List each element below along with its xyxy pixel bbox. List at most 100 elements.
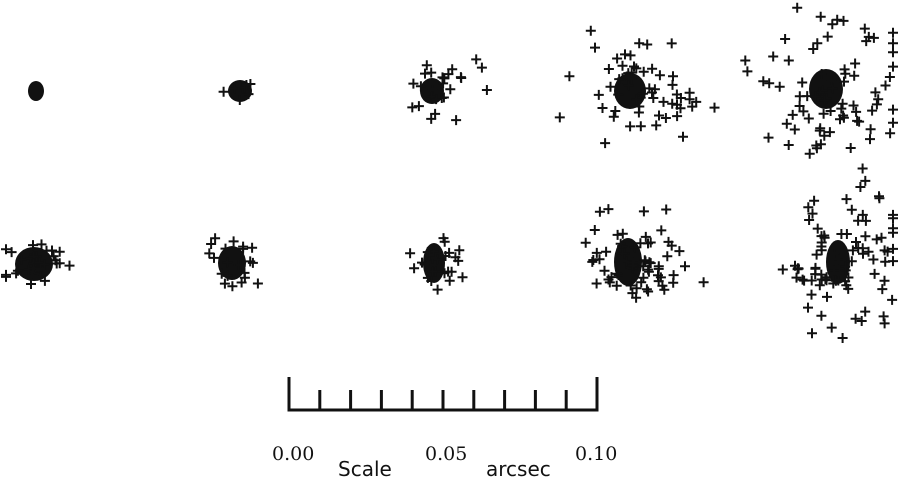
ray-point-marker xyxy=(869,268,880,279)
ray-point-marker xyxy=(451,115,462,126)
ray-point-marker xyxy=(845,143,856,153)
ray-point-marker xyxy=(656,225,667,236)
ray-point-marker xyxy=(481,85,492,95)
ray-point-marker xyxy=(623,80,634,91)
ray-point-marker xyxy=(642,39,653,50)
spot-pattern xyxy=(554,25,720,149)
ray-point-marker xyxy=(827,19,838,30)
ray-point-marker xyxy=(774,81,785,92)
ray-point-marker xyxy=(803,302,813,313)
ray-point-marker xyxy=(789,124,800,135)
ray-point-marker xyxy=(811,249,822,260)
ray-point-marker xyxy=(247,242,258,253)
ray-point-marker xyxy=(430,108,441,119)
ray-point-marker xyxy=(54,246,65,257)
ray-point-marker xyxy=(659,284,670,295)
ray-point-marker xyxy=(868,254,879,265)
ray-point-marker xyxy=(865,134,875,145)
ray-point-marker xyxy=(235,260,246,270)
ray-point-marker xyxy=(680,261,690,272)
ray-point-marker xyxy=(868,32,879,43)
ray-point-marker xyxy=(811,140,822,151)
ray-point-marker xyxy=(856,316,867,326)
ray-point-marker xyxy=(640,231,651,242)
ray-point-marker xyxy=(243,89,254,100)
ray-point-marker xyxy=(415,81,426,92)
ray-point-marker xyxy=(836,103,847,114)
ray-point-marker xyxy=(803,202,814,213)
ray-point-marker xyxy=(444,275,455,286)
ray-point-marker xyxy=(409,263,420,274)
ray-point-marker xyxy=(631,292,642,303)
ray-point-marker xyxy=(740,55,751,66)
ray-point-marker xyxy=(851,237,861,247)
ray-point-marker xyxy=(654,110,664,121)
ray-point-marker xyxy=(841,194,852,205)
ray-point-marker xyxy=(436,93,447,103)
ray-point-marker xyxy=(218,86,229,97)
ray-point-marker xyxy=(613,89,624,100)
ray-point-marker xyxy=(631,94,642,105)
ray-point-marker xyxy=(848,100,859,111)
ray-point-marker xyxy=(34,257,45,268)
ray-point-marker xyxy=(634,38,645,49)
ray-point-marker xyxy=(850,313,861,324)
ray-point-marker xyxy=(822,31,833,42)
scale-bar-line xyxy=(287,377,599,412)
spot-diagram-grid xyxy=(1,2,898,343)
ray-point-marker xyxy=(661,204,672,215)
ray-point-marker xyxy=(804,148,815,159)
ray-point-marker xyxy=(239,267,250,278)
ray-point-marker xyxy=(600,138,611,149)
ray-point-marker xyxy=(1,244,11,255)
ray-point-marker xyxy=(219,278,230,289)
ray-point-marker xyxy=(850,58,861,69)
ray-point-marker xyxy=(888,117,898,128)
ray-point-marker xyxy=(783,140,794,150)
ray-point-marker xyxy=(860,306,871,317)
ray-point-marker xyxy=(660,113,671,123)
ray-point-marker xyxy=(241,80,252,90)
ray-point-marker xyxy=(606,272,617,283)
ray-point-marker xyxy=(628,257,639,268)
ray-point-marker xyxy=(865,124,876,135)
ray-point-marker xyxy=(209,252,219,263)
ray-point-marker xyxy=(408,78,419,89)
spot-pattern xyxy=(1,239,75,289)
scale-tick-label-1: 0.05 xyxy=(425,443,467,465)
ray-point-marker xyxy=(816,69,827,79)
ray-point-marker xyxy=(668,270,679,281)
ray-point-marker xyxy=(675,103,686,114)
ray-point-marker xyxy=(804,215,815,225)
ray-point-marker xyxy=(790,260,800,271)
ray-point-marker xyxy=(625,280,636,291)
ray-point-marker xyxy=(620,49,630,60)
ray-point-marker xyxy=(610,106,621,116)
ray-point-marker xyxy=(846,204,857,215)
ray-point-marker xyxy=(64,260,75,271)
ray-point-marker xyxy=(887,294,898,305)
ray-point-marker xyxy=(763,132,774,143)
ray-point-marker xyxy=(625,121,636,132)
ray-point-marker xyxy=(227,281,238,292)
ray-point-marker xyxy=(816,245,827,256)
ray-point-marker xyxy=(888,104,898,115)
ray-point-marker xyxy=(222,257,233,268)
ray-point-marker xyxy=(808,44,819,54)
ray-point-marker xyxy=(594,206,605,217)
ray-point-marker xyxy=(426,276,437,286)
ray-point-marker xyxy=(884,72,895,82)
ray-point-marker xyxy=(247,257,258,268)
ray-point-marker xyxy=(613,270,624,281)
ray-point-marker xyxy=(837,333,848,343)
ray-point-marker xyxy=(821,93,832,104)
ray-point-marker xyxy=(603,204,614,215)
ray-point-marker xyxy=(888,38,898,49)
ray-point-marker xyxy=(444,247,455,258)
ray-point-marker xyxy=(605,81,616,92)
ray-point-marker xyxy=(888,227,898,238)
ray-point-marker xyxy=(589,225,600,235)
ray-point-marker xyxy=(206,239,217,249)
ray-point-marker xyxy=(812,38,823,49)
